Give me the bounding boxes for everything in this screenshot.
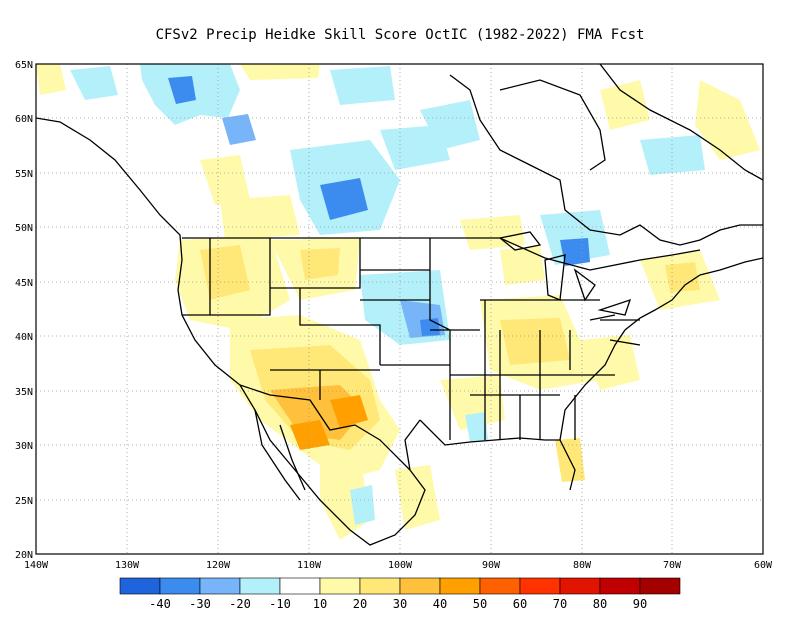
lat-label: 45N bbox=[15, 278, 33, 289]
hudson-bay-coastline bbox=[449, 74, 763, 246]
hudson-inner bbox=[499, 79, 606, 171]
colorbar-swatch bbox=[199, 577, 241, 595]
longitude-labels: 140W 130W 120W 110W 100W 90W 80W 70W 60W bbox=[24, 560, 773, 571]
coastlines-borders bbox=[36, 64, 763, 546]
colorbar-label: 20 bbox=[353, 597, 367, 611]
skill-patch bbox=[200, 245, 250, 300]
lat-label: 35N bbox=[15, 387, 33, 398]
skill-patch bbox=[240, 64, 320, 80]
colorbar-swatch bbox=[479, 577, 521, 595]
lon-label: 60W bbox=[754, 560, 773, 571]
colorbar-label: -40 bbox=[149, 597, 171, 611]
skill-patch bbox=[220, 195, 300, 240]
colorbar-label: 50 bbox=[473, 597, 487, 611]
colorbar-swatch bbox=[439, 577, 481, 595]
latitude-labels: 65N 60N 55N 50N 45N 40N 35N 30N 25N 20N bbox=[15, 60, 33, 561]
colorbar-label: 60 bbox=[513, 597, 527, 611]
colorbar-swatch bbox=[399, 577, 441, 595]
skill-patch bbox=[665, 262, 700, 292]
colorbar: -40 -30 -20 -10 10 20 30 40 50 60 70 80 90 bbox=[119, 577, 681, 611]
colorbar-swatch bbox=[639, 577, 681, 595]
us-mexico-border bbox=[239, 384, 411, 471]
skill-patch bbox=[350, 485, 375, 525]
skill-patch bbox=[70, 66, 118, 100]
colorbar-label: -10 bbox=[269, 597, 291, 611]
labrador-coastline bbox=[599, 64, 763, 181]
skill-patch bbox=[440, 375, 505, 430]
lat-label: 65N bbox=[15, 60, 33, 71]
colorbar-label: 10 bbox=[313, 597, 327, 611]
skill-patch bbox=[330, 395, 368, 428]
baja-coastline bbox=[254, 409, 306, 501]
lat-label: 30N bbox=[15, 441, 33, 452]
chart-title: CFSv2 Precip Heidke Skill Score OctIC (1… bbox=[155, 27, 645, 43]
skill-patch bbox=[500, 245, 545, 285]
gridlines bbox=[36, 64, 763, 554]
us-canada-border bbox=[182, 237, 701, 271]
lon-label: 120W bbox=[206, 560, 231, 571]
skill-patch bbox=[600, 80, 650, 130]
colorbar-swatch bbox=[279, 577, 321, 595]
colorbar-label: 80 bbox=[593, 597, 607, 611]
skill-patch bbox=[380, 125, 450, 170]
skill-shading bbox=[36, 64, 760, 540]
colorbar-label: 70 bbox=[553, 597, 567, 611]
skill-patch bbox=[560, 238, 590, 266]
east-coastline bbox=[559, 257, 763, 441]
skill-patch bbox=[580, 335, 640, 390]
skill-patch bbox=[695, 80, 760, 160]
lon-label: 80W bbox=[573, 560, 592, 571]
colorbar-label: 30 bbox=[393, 597, 407, 611]
lon-label: 140W bbox=[24, 560, 49, 571]
skill-patch bbox=[36, 64, 66, 95]
skill-patch bbox=[320, 178, 368, 220]
colorbar-swatch bbox=[119, 577, 161, 595]
skill-patch bbox=[500, 318, 570, 365]
colorbar-swatch bbox=[239, 577, 281, 595]
colorbar-swatch bbox=[559, 577, 601, 595]
skill-patch bbox=[330, 66, 395, 105]
lat-label: 55N bbox=[15, 169, 33, 180]
map-frame bbox=[35, 63, 764, 555]
skill-patch bbox=[200, 155, 250, 205]
skill-patch bbox=[168, 76, 196, 104]
skill-patch bbox=[395, 465, 440, 530]
gulf-coastline bbox=[419, 419, 576, 491]
lon-label: 100W bbox=[388, 560, 413, 571]
lon-label: 90W bbox=[482, 560, 501, 571]
colorbar-swatch bbox=[599, 577, 641, 595]
lat-label: 50N bbox=[15, 223, 33, 234]
lat-label: 60N bbox=[15, 114, 33, 125]
skill-patch bbox=[640, 135, 705, 175]
colorbar-swatch bbox=[159, 577, 201, 595]
skill-patch bbox=[465, 412, 488, 442]
colorbar-label: 90 bbox=[633, 597, 647, 611]
lon-label: 70W bbox=[663, 560, 682, 571]
lon-label: 130W bbox=[115, 560, 140, 571]
skill-patch bbox=[222, 114, 256, 145]
skill-patch bbox=[540, 210, 610, 265]
lat-label: 40N bbox=[15, 332, 33, 343]
colorbar-label: -30 bbox=[189, 597, 211, 611]
state-lines bbox=[182, 238, 641, 440]
lon-label: 110W bbox=[297, 560, 322, 571]
colorbar-label: -20 bbox=[229, 597, 251, 611]
skill-patch bbox=[300, 248, 340, 280]
colorbar-swatch bbox=[519, 577, 561, 595]
colorbar-swatch bbox=[319, 577, 361, 595]
colorbar-swatch bbox=[359, 577, 401, 595]
skill-patch bbox=[290, 420, 330, 450]
colorbar-label: 40 bbox=[433, 597, 447, 611]
lat-label: 25N bbox=[15, 496, 33, 507]
lat-label: 20N bbox=[15, 550, 33, 561]
